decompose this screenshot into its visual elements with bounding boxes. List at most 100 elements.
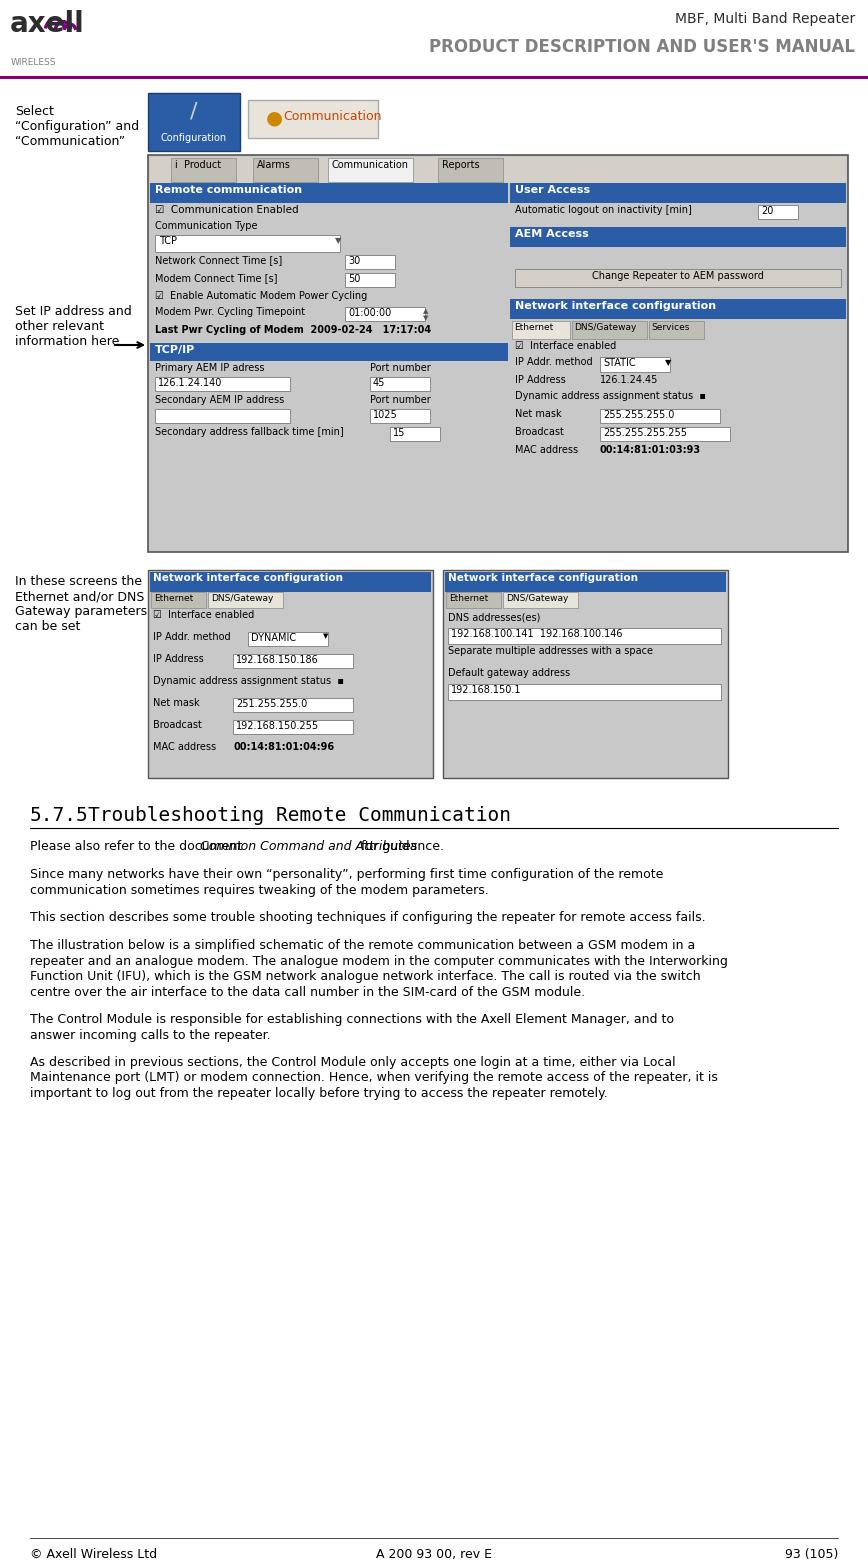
Text: Port number: Port number bbox=[370, 364, 431, 373]
Text: Network interface configuration: Network interface configuration bbox=[153, 573, 343, 582]
Bar bbox=[148, 570, 433, 777]
Text: 15: 15 bbox=[393, 428, 405, 439]
Text: Network Connect Time [s]: Network Connect Time [s] bbox=[155, 254, 282, 265]
Text: IP Address: IP Address bbox=[153, 654, 204, 663]
Bar bbox=[155, 409, 290, 423]
Text: 5.7.5: 5.7.5 bbox=[30, 805, 89, 826]
Bar bbox=[150, 183, 508, 203]
Text: for guidance.: for guidance. bbox=[357, 840, 444, 852]
Text: 192.168.100.141  192.168.100.146: 192.168.100.141 192.168.100.146 bbox=[451, 629, 622, 638]
Bar bbox=[390, 428, 440, 442]
Bar bbox=[208, 592, 283, 607]
Text: MAC address: MAC address bbox=[153, 741, 216, 752]
Text: 192.168.150.255: 192.168.150.255 bbox=[236, 721, 319, 731]
Bar bbox=[0, 76, 868, 80]
Text: PRODUCT DESCRIPTION AND USER'S MANUAL: PRODUCT DESCRIPTION AND USER'S MANUAL bbox=[429, 37, 855, 56]
Text: Change Repeater to AEM password: Change Repeater to AEM password bbox=[592, 272, 764, 281]
Text: Modem Pwr. Cycling Timepoint: Modem Pwr. Cycling Timepoint bbox=[155, 308, 306, 317]
Bar bbox=[443, 570, 728, 777]
Text: Port number: Port number bbox=[370, 395, 431, 404]
Bar bbox=[233, 654, 353, 668]
Text: Secondary address fallback time [min]: Secondary address fallback time [min] bbox=[155, 428, 344, 437]
Text: Separate multiple addresses with a space: Separate multiple addresses with a space bbox=[448, 646, 653, 656]
Text: answer incoming calls to the repeater.: answer incoming calls to the repeater. bbox=[30, 1029, 271, 1041]
Text: ☑  Interface enabled: ☑ Interface enabled bbox=[153, 610, 254, 620]
Bar bbox=[510, 300, 846, 318]
Text: ☑  Enable Automatic Modem Power Cycling: ☑ Enable Automatic Modem Power Cycling bbox=[155, 290, 367, 301]
Text: Broadcast: Broadcast bbox=[515, 428, 564, 437]
Bar bbox=[150, 343, 508, 361]
Text: TCP: TCP bbox=[159, 236, 177, 247]
Text: communication sometimes requires tweaking of the modem parameters.: communication sometimes requires tweakin… bbox=[30, 884, 489, 896]
Text: Primary AEM IP adress: Primary AEM IP adress bbox=[155, 364, 265, 373]
Text: /: / bbox=[190, 101, 198, 122]
Text: 192.168.150.186: 192.168.150.186 bbox=[236, 656, 319, 665]
Bar bbox=[253, 158, 318, 183]
Text: 45: 45 bbox=[373, 378, 385, 389]
Text: Automatic logout on inactivity [min]: Automatic logout on inactivity [min] bbox=[515, 204, 692, 215]
Bar bbox=[448, 684, 721, 699]
Bar bbox=[448, 628, 721, 645]
Bar bbox=[446, 592, 501, 607]
Text: Function Unit (IFU), which is the GSM network analogue network interface. The ca: Function Unit (IFU), which is the GSM ne… bbox=[30, 969, 700, 983]
Text: IP Address: IP Address bbox=[515, 375, 566, 386]
Text: 126.1.24.140: 126.1.24.140 bbox=[158, 378, 222, 389]
Text: ●: ● bbox=[266, 108, 283, 126]
Bar bbox=[510, 226, 846, 247]
Bar bbox=[345, 273, 395, 287]
Text: Network interface configuration: Network interface configuration bbox=[448, 573, 638, 582]
Text: Maintenance port (LMT) or modem connection. Hence, when verifying the remote acc: Maintenance port (LMT) or modem connecti… bbox=[30, 1071, 718, 1085]
Bar bbox=[370, 378, 430, 390]
Text: Configuration: Configuration bbox=[161, 133, 227, 144]
Text: DNS addresses(es): DNS addresses(es) bbox=[448, 612, 541, 621]
Text: ☑  Interface enabled: ☑ Interface enabled bbox=[515, 340, 616, 351]
Bar bbox=[233, 698, 353, 712]
Text: centre over the air interface to the data call number in the SIM-card of the GSM: centre over the air interface to the dat… bbox=[30, 985, 585, 999]
Text: 1025: 1025 bbox=[373, 411, 398, 420]
Bar bbox=[148, 94, 240, 151]
Text: 93 (105): 93 (105) bbox=[785, 1549, 838, 1561]
Text: As described in previous sections, the Control Module only accepts one login at : As described in previous sections, the C… bbox=[30, 1055, 675, 1069]
Text: DNS/Gateway: DNS/Gateway bbox=[506, 595, 569, 603]
Text: DNS/Gateway: DNS/Gateway bbox=[211, 595, 273, 603]
Text: 00:14:81:01:04:96: 00:14:81:01:04:96 bbox=[233, 741, 334, 752]
Bar bbox=[600, 357, 670, 372]
Text: AEM Access: AEM Access bbox=[515, 229, 589, 239]
Bar bbox=[445, 571, 726, 592]
Text: ☑  Communication Enabled: ☑ Communication Enabled bbox=[155, 204, 299, 215]
Bar bbox=[248, 632, 328, 646]
Text: In these screens the
Ethernet and/or DNS
Gateway parameters
can be set: In these screens the Ethernet and/or DNS… bbox=[15, 574, 147, 634]
Text: DNS/Gateway: DNS/Gateway bbox=[574, 323, 636, 332]
Text: 192.168.150.1: 192.168.150.1 bbox=[451, 685, 522, 695]
Bar bbox=[515, 268, 841, 287]
Text: DYNAMIC: DYNAMIC bbox=[251, 634, 296, 643]
Text: Please also refer to the document: Please also refer to the document bbox=[30, 840, 247, 852]
Text: IP Addr. method: IP Addr. method bbox=[153, 632, 231, 642]
Text: Communication: Communication bbox=[283, 109, 382, 123]
Text: Common Command and Attributes: Common Command and Attributes bbox=[200, 840, 418, 852]
Bar bbox=[758, 204, 798, 219]
Text: 50: 50 bbox=[348, 275, 360, 284]
Text: © Axell Wireless Ltd: © Axell Wireless Ltd bbox=[30, 1549, 157, 1561]
Bar bbox=[503, 592, 578, 607]
Text: Dynamic address assignment status  ▪: Dynamic address assignment status ▪ bbox=[153, 676, 344, 685]
Text: 00:14:81:01:03:93: 00:14:81:01:03:93 bbox=[600, 445, 701, 454]
Text: STATIC: STATIC bbox=[603, 357, 635, 368]
Text: IP Addr. method: IP Addr. method bbox=[515, 357, 593, 367]
Text: Ethernet: Ethernet bbox=[154, 595, 194, 603]
Text: TCP/IP: TCP/IP bbox=[155, 345, 195, 354]
Bar bbox=[649, 322, 704, 339]
Bar bbox=[345, 308, 425, 322]
Text: WIRELESS: WIRELESS bbox=[11, 58, 56, 67]
Text: 126.1.24.45: 126.1.24.45 bbox=[600, 375, 658, 386]
Bar bbox=[512, 322, 570, 339]
Text: Communication: Communication bbox=[332, 159, 409, 170]
Text: ▼: ▼ bbox=[665, 357, 672, 367]
Text: A 200 93 00, rev E: A 200 93 00, rev E bbox=[376, 1549, 492, 1561]
Text: Alarms: Alarms bbox=[257, 159, 291, 170]
Text: Modem Connect Time [s]: Modem Connect Time [s] bbox=[155, 273, 278, 283]
Bar bbox=[0, 0, 868, 78]
Text: axell: axell bbox=[10, 9, 85, 37]
Text: Broadcast: Broadcast bbox=[153, 720, 202, 731]
Text: Select
“Configuration” and
“Communication”: Select “Configuration” and “Communicatio… bbox=[15, 105, 139, 148]
